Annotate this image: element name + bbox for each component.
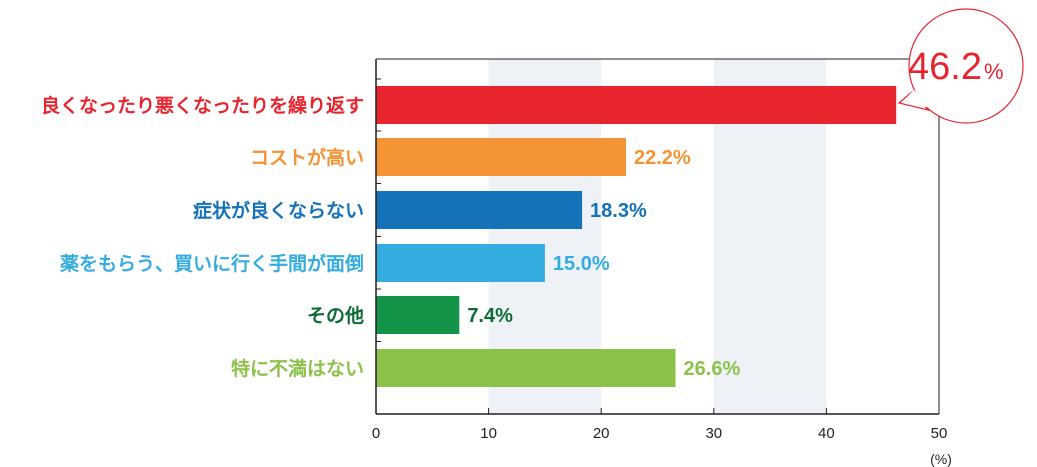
category-label: 良くなったり悪くなったりを繰り返す xyxy=(41,94,364,117)
callout-bubble xyxy=(908,8,1024,124)
value-label: 7.4% xyxy=(467,305,513,327)
callout-value: 46.2 xyxy=(908,46,982,88)
x-tick-label: 10 xyxy=(480,425,497,442)
value-label: 26.6% xyxy=(684,358,741,380)
category-label: 薬をもらう、買いに行く手間が面倒 xyxy=(59,252,364,275)
x-tick-label: 20 xyxy=(593,425,610,442)
x-tick-label: 40 xyxy=(818,425,835,442)
highlight-callout: 46.2% xyxy=(897,8,1024,124)
category-label: コストが高い xyxy=(250,146,364,169)
bar xyxy=(376,296,460,334)
axes xyxy=(375,58,940,415)
value-labels: 22.2% 18.3% 15.0% 7.4% 26.6% xyxy=(467,147,740,380)
callout-pointer-fill xyxy=(903,90,930,108)
category-labels: 良くなったり悪くなったりを繰り返すコストが高い症状が良くならない薬をもらう、買い… xyxy=(41,94,364,380)
bar xyxy=(376,138,626,176)
category-label: 特に不満はない xyxy=(231,358,364,380)
value-label: 18.3% xyxy=(590,200,647,222)
bar xyxy=(376,349,676,387)
x-tick-label: 50 xyxy=(931,425,948,442)
bar xyxy=(376,191,583,229)
x-unit-label: (%) xyxy=(930,451,952,467)
bar xyxy=(376,244,545,282)
bar xyxy=(376,86,897,124)
x-tick-label: 30 xyxy=(705,425,722,442)
value-label: 22.2% xyxy=(634,147,691,169)
x-tick-labels: 0 10 20 30 40 50 xyxy=(372,425,948,442)
value-label: 15.0% xyxy=(553,253,610,275)
bar-series xyxy=(376,86,897,387)
callout-unit: % xyxy=(984,59,1004,84)
x-tick-label: 0 xyxy=(372,425,380,442)
category-label: 症状が良くならない xyxy=(193,199,364,222)
category-label: その他 xyxy=(307,304,364,327)
